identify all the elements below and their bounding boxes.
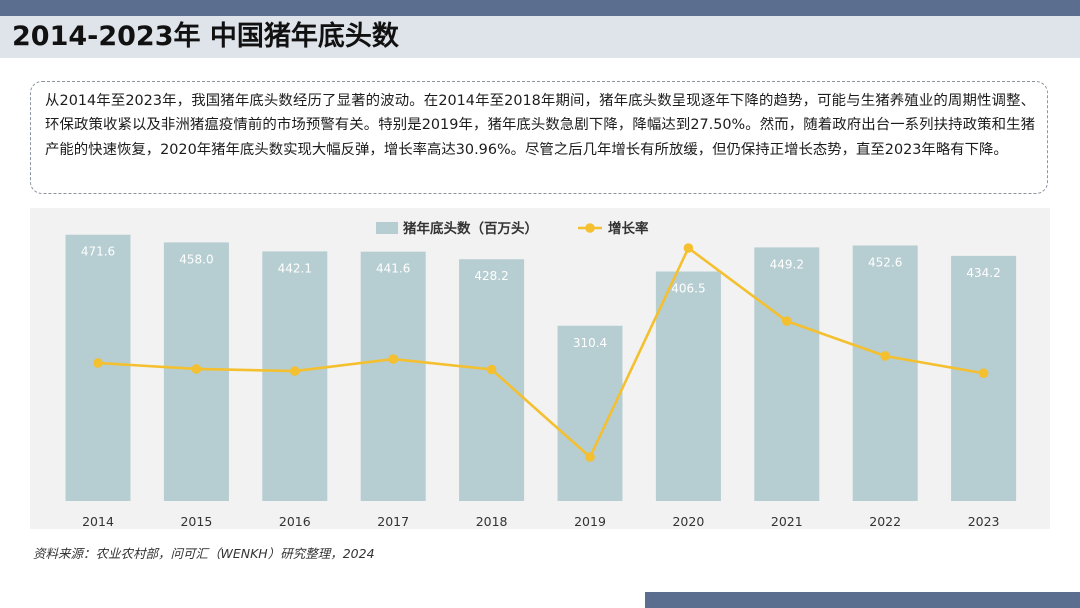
bar-label-2016: 442.1 — [278, 261, 312, 275]
bar-label-2018: 428.2 — [474, 269, 508, 283]
page-title: 2014-2023年 中国猪年底头数 — [12, 21, 399, 52]
x-tick-label-2016: 2016 — [279, 514, 311, 529]
bottom-accent-bar — [645, 592, 1080, 608]
x-tick-label-2021: 2021 — [771, 514, 803, 529]
x-tick-label-2022: 2022 — [869, 514, 901, 529]
x-tick-label-2023: 2023 — [968, 514, 1000, 529]
legend-label-bar: 猪年底头数（百万头） — [403, 220, 538, 237]
x-tick-label-2014: 2014 — [82, 514, 114, 529]
bar-label-2023: 434.2 — [966, 266, 1000, 280]
growth-rate-point-2015 — [191, 364, 202, 374]
growth-rate-line — [97, 246, 984, 459]
bar-label-2015: 458.0 — [179, 252, 213, 266]
title-band — [0, 16, 1080, 58]
bar-label-2014: 471.6 — [81, 245, 115, 259]
bar-2022 — [852, 245, 918, 501]
source-note: 资料来源：农业农村部，问可汇（WENKH）研究整理，2024 — [33, 546, 375, 561]
growth-rate-point-2022 — [880, 351, 890, 361]
bar-label-2022: 452.6 — [868, 255, 902, 269]
growth-rate-point-2021 — [782, 316, 792, 326]
x-tick-label-2015: 2015 — [180, 514, 212, 529]
summary-box: 从2014年至2023年，我国猪年底头数经历了显著的波动。在2014年至2018… — [30, 81, 1048, 194]
legend-swatch-bar — [376, 222, 398, 234]
bar-label-2017: 441.6 — [376, 262, 410, 276]
bar-2018 — [459, 259, 525, 501]
growth-rate-point-2016 — [290, 366, 300, 376]
legend-label-line: 增长率 — [608, 220, 649, 237]
top-accent-bar — [0, 0, 1080, 16]
bar-2014 — [65, 234, 131, 501]
x-tick-label-2018: 2018 — [476, 514, 508, 529]
growth-rate-point-2020 — [683, 243, 694, 253]
growth-rate-point-2018 — [486, 364, 497, 375]
bar-2017 — [360, 251, 426, 501]
bar-label-2020: 406.5 — [671, 281, 705, 295]
chart-area: 471.6 2014 458.0 2015 442.1 2016 441.6 2017 428.… — [30, 208, 1050, 529]
combo-chart: 471.6 2014 458.0 2015 442.1 2016 441.6 2017 428.… — [65, 220, 1017, 529]
bar-2016 — [262, 251, 328, 501]
growth-rate-point-2019 — [585, 452, 595, 462]
growth-rate-point-2014 — [93, 358, 103, 368]
x-tick-label-2017: 2017 — [377, 514, 409, 529]
bar-label-2021: 449.2 — [770, 257, 804, 271]
bar-2023 — [951, 255, 1017, 501]
x-tick-label-2020: 2020 — [672, 514, 704, 529]
x-tick-label-2019: 2019 — [574, 514, 606, 529]
bar-2020 — [655, 271, 721, 501]
bar-label-2019: 310.4 — [573, 336, 607, 350]
summary-text: 从2014年至2023年，我国猪年底头数经历了显著的波动。在2014年至2018… — [45, 93, 1035, 158]
bar-2019 — [557, 325, 623, 501]
growth-rate-point-2023 — [978, 368, 989, 379]
bar-2021 — [754, 247, 820, 501]
legend-swatch-point — [585, 223, 595, 233]
growth-rate-point-2017 — [388, 354, 399, 364]
